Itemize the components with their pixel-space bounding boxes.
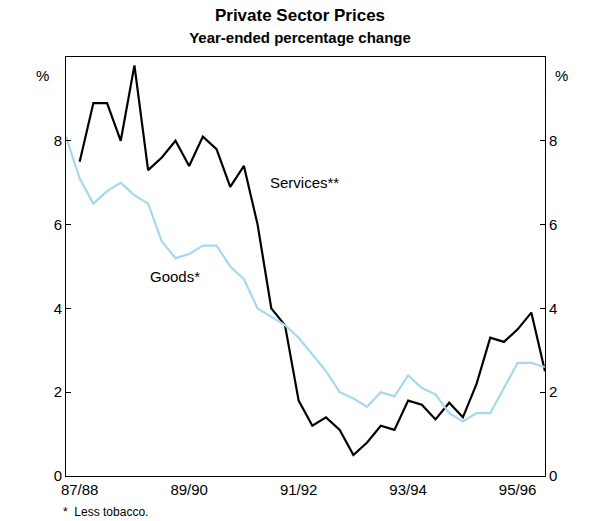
svg-text:93/94: 93/94 xyxy=(389,481,427,498)
svg-text:95/96: 95/96 xyxy=(499,481,537,498)
svg-text:0: 0 xyxy=(54,467,62,484)
svg-text:2: 2 xyxy=(54,383,62,400)
svg-text:91/92: 91/92 xyxy=(280,481,318,498)
svg-text:0: 0 xyxy=(549,467,557,484)
svg-text:6: 6 xyxy=(549,216,557,233)
svg-text:* Less tobacco.: * Less tobacco. xyxy=(63,505,148,519)
svg-text:2: 2 xyxy=(549,383,557,400)
svg-text:87/88: 87/88 xyxy=(61,481,99,498)
svg-text:8: 8 xyxy=(549,132,557,149)
svg-text:8: 8 xyxy=(54,132,62,149)
svg-text:%: % xyxy=(36,67,49,84)
svg-text:89/90: 89/90 xyxy=(170,481,208,498)
svg-text:%: % xyxy=(555,67,568,84)
svg-text:Goods*: Goods* xyxy=(150,268,200,285)
svg-text:4: 4 xyxy=(54,300,62,317)
svg-text:4: 4 xyxy=(549,300,557,317)
svg-text:Services**: Services** xyxy=(270,174,339,191)
svg-text:6: 6 xyxy=(54,216,62,233)
svg-text:Private Sector PricesYear-ende: Private Sector PricesYear-ended percenta… xyxy=(189,6,411,46)
